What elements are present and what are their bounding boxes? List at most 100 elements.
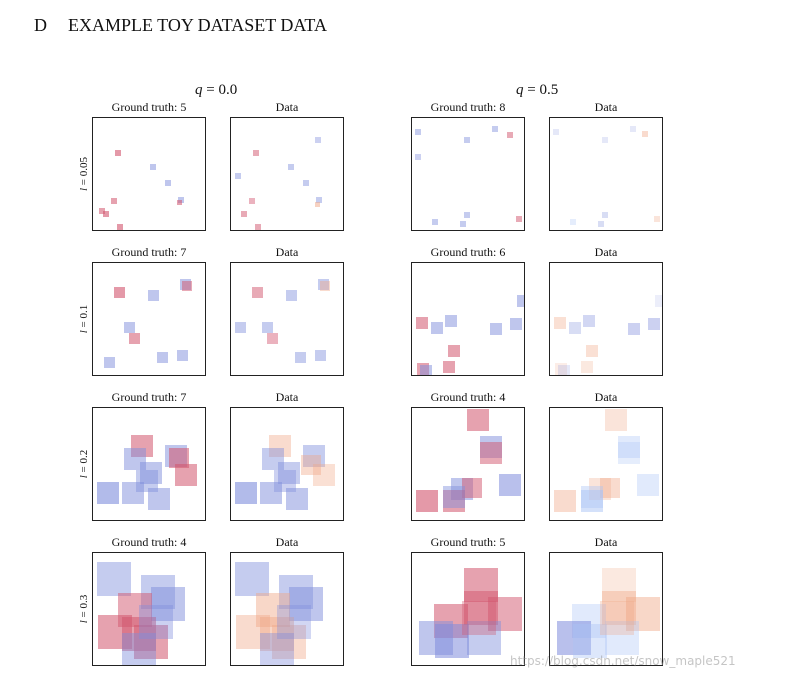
section-title: EXAMPLE TOY DATASET DATA <box>68 15 327 35</box>
watermark: https://blog.csdn.net/snow_maple521 <box>510 654 736 668</box>
square-mark <box>642 131 648 137</box>
row-label-value: = 0.3 <box>78 594 90 618</box>
row-label-var: l <box>78 330 90 334</box>
column-header-q05-var: q <box>516 82 524 98</box>
square-mark <box>256 593 290 627</box>
ground-truth-panel-r2-c0 <box>92 407 206 521</box>
square-mark <box>140 462 162 484</box>
section-heading: D EXAMPLE TOY DATASET DATA <box>34 14 327 36</box>
square-mark <box>182 281 192 291</box>
square-mark <box>600 478 620 498</box>
square-mark <box>416 317 428 329</box>
data-panel-r1-c1 <box>230 262 344 376</box>
square-mark <box>269 435 291 457</box>
square-mark <box>600 601 634 635</box>
square-mark <box>301 455 321 475</box>
square-mark <box>278 462 300 484</box>
square-mark <box>235 173 241 179</box>
square-mark <box>464 212 470 218</box>
panel-title: Ground truth: 7 <box>111 390 187 404</box>
panel-title: Data <box>275 535 299 549</box>
data-panel-r2-c1 <box>230 407 344 521</box>
square-mark <box>272 625 306 659</box>
square-mark <box>602 137 608 143</box>
square-mark <box>602 212 608 218</box>
panel-title: Ground truth: 7 <box>111 245 187 259</box>
square-mark <box>103 211 109 217</box>
square-mark <box>295 352 306 363</box>
panel-title: Data <box>594 245 618 259</box>
square-mark <box>569 322 581 334</box>
square-mark <box>289 587 323 621</box>
square-mark <box>255 224 261 230</box>
square-mark <box>99 208 105 214</box>
square-mark <box>262 322 273 333</box>
panel-title: Data <box>275 100 299 114</box>
row-label-2: l = 0.2 <box>77 424 91 504</box>
square-mark <box>151 587 185 621</box>
square-mark <box>111 198 117 204</box>
square-mark <box>637 474 659 496</box>
square-mark <box>460 221 466 227</box>
column-header-q0: q = 0.0 <box>195 82 237 98</box>
panel-title: Data <box>594 390 618 404</box>
square-mark <box>288 164 294 170</box>
square-mark <box>435 624 469 658</box>
square-mark <box>462 601 496 635</box>
square-mark <box>558 365 570 375</box>
section-letter: D <box>34 15 47 35</box>
square-mark <box>148 488 170 510</box>
square-mark <box>274 470 296 492</box>
square-mark <box>581 490 603 512</box>
square-mark <box>267 333 278 344</box>
square-mark <box>448 345 460 357</box>
square-mark <box>177 200 182 205</box>
ground-truth-panel-r0-c2 <box>411 117 525 231</box>
square-mark <box>605 409 627 431</box>
ground-truth-panel-r3-c0 <box>92 552 206 666</box>
panel-title: Ground truth: 8 <box>430 100 506 114</box>
data-panel-r3-c3 <box>549 552 663 666</box>
square-mark <box>104 357 115 368</box>
panel-title: Data <box>594 535 618 549</box>
square-mark <box>236 615 270 649</box>
square-mark <box>488 597 522 631</box>
panel-title: Ground truth: 6 <box>430 245 506 259</box>
panel-title: Data <box>594 100 618 114</box>
square-mark <box>602 568 636 602</box>
row-label-value: = 0.2 <box>78 449 90 473</box>
square-mark <box>464 137 470 143</box>
square-mark <box>516 216 522 222</box>
square-mark <box>148 290 159 301</box>
square-mark <box>303 180 309 186</box>
square-mark <box>467 621 501 655</box>
panel-title: Data <box>275 245 299 259</box>
square-mark <box>598 221 604 227</box>
square-mark <box>630 126 636 132</box>
square-mark <box>157 352 168 363</box>
square-mark <box>570 219 576 225</box>
square-mark <box>129 333 140 344</box>
square-mark <box>134 625 168 659</box>
square-mark <box>136 470 158 492</box>
row-label-value: = 0.1 <box>78 304 90 328</box>
square-mark <box>602 591 636 625</box>
square-mark <box>605 621 639 655</box>
square-mark <box>115 150 121 156</box>
square-mark <box>260 482 282 504</box>
square-mark <box>277 605 311 639</box>
square-mark <box>315 202 320 207</box>
square-mark <box>117 224 123 230</box>
square-mark <box>618 442 640 464</box>
data-panel-r0-c3 <box>549 117 663 231</box>
square-mark <box>286 290 297 301</box>
square-mark <box>235 482 257 504</box>
square-mark <box>165 180 171 186</box>
square-mark <box>586 345 598 357</box>
square-mark <box>122 633 156 665</box>
square-mark <box>431 322 443 334</box>
square-mark <box>169 448 189 468</box>
square-mark <box>318 279 329 290</box>
square-mark <box>554 490 576 512</box>
